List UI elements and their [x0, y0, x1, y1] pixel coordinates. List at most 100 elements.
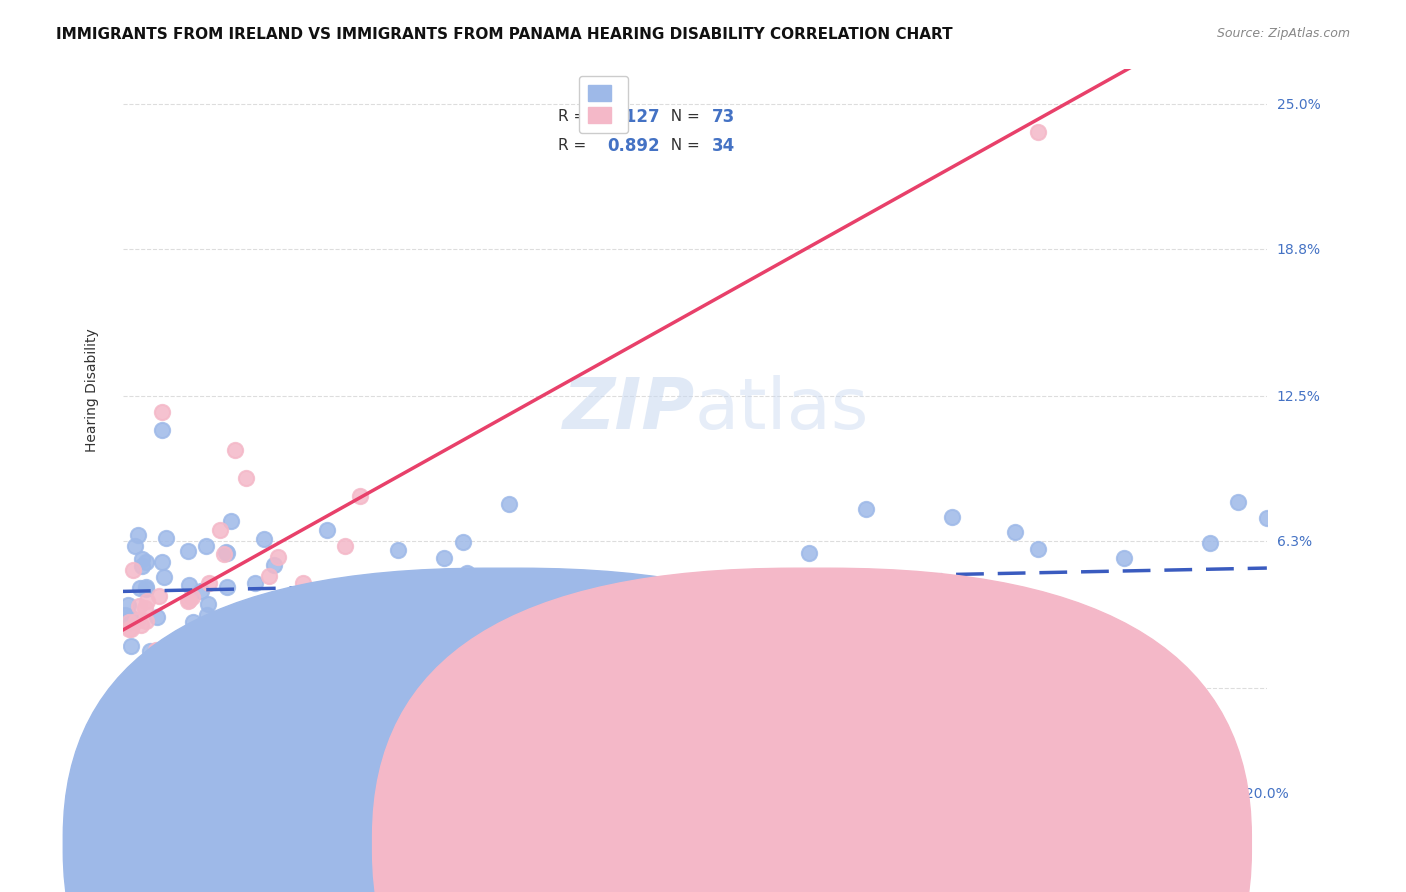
Point: [370, 588, 392, 602]
Point: [236, 608, 259, 623]
Point: [145, 642, 167, 657]
Text: 0.0%: 0.0%: [105, 787, 141, 800]
Point: [124, 539, 146, 553]
Point: [219, 514, 242, 528]
Point: [333, 539, 356, 553]
Text: 20.0%: 20.0%: [1244, 787, 1289, 800]
Point: [135, 580, 157, 594]
Point: [1026, 541, 1049, 556]
Point: [188, 624, 211, 638]
Point: [131, 552, 153, 566]
Text: R =: R =: [558, 109, 591, 124]
Point: [139, 643, 162, 657]
Point: [150, 556, 173, 570]
Point: [1227, 495, 1250, 509]
Point: [197, 640, 219, 655]
Text: R =: R =: [558, 138, 591, 153]
Point: [117, 622, 139, 636]
Point: [1198, 536, 1220, 550]
Point: [129, 618, 152, 632]
Point: [217, 580, 239, 594]
Point: [135, 582, 157, 597]
Point: [176, 544, 198, 558]
Point: [1026, 125, 1049, 139]
Point: [1078, 628, 1101, 642]
Point: [291, 576, 314, 591]
Point: [131, 559, 153, 574]
Point: [128, 599, 150, 614]
Point: [114, 608, 136, 623]
Point: [208, 524, 231, 538]
Point: [179, 578, 201, 592]
Point: [288, 589, 311, 603]
Point: [153, 643, 176, 657]
Point: [153, 649, 176, 664]
Point: [600, 648, 623, 662]
Point: [565, 598, 588, 612]
Point: [197, 597, 219, 611]
Text: 0.127: 0.127: [607, 108, 659, 126]
Point: [135, 594, 157, 608]
Point: [146, 610, 169, 624]
Point: [195, 607, 218, 622]
Point: [173, 648, 195, 662]
Point: [115, 615, 138, 629]
Point: [433, 551, 456, 566]
Point: [219, 618, 242, 632]
Point: [117, 615, 139, 630]
Point: [153, 570, 176, 584]
Legend: , : ,: [579, 76, 628, 133]
Point: [498, 497, 520, 511]
Point: [235, 471, 257, 485]
Point: [202, 716, 225, 731]
Point: [243, 576, 266, 591]
Point: [124, 614, 146, 628]
Point: [257, 568, 280, 582]
Point: [512, 589, 534, 603]
Point: [190, 584, 212, 599]
Text: N =: N =: [661, 138, 704, 153]
Point: [342, 614, 364, 628]
Point: [176, 594, 198, 608]
Point: [652, 613, 675, 627]
Text: ZIP: ZIP: [562, 375, 695, 444]
Text: N =: N =: [661, 109, 704, 124]
Y-axis label: Hearing Disability: Hearing Disability: [86, 328, 100, 452]
Point: [387, 543, 409, 558]
Point: [118, 609, 141, 624]
Point: [1112, 551, 1135, 566]
Point: [412, 624, 434, 639]
Point: [122, 563, 145, 577]
Point: [217, 669, 239, 683]
Point: [134, 674, 156, 689]
Point: [498, 580, 520, 594]
Point: [194, 540, 217, 554]
Point: [512, 590, 534, 604]
Point: [799, 546, 821, 560]
Point: [117, 598, 139, 612]
Point: [129, 581, 152, 595]
Point: [1004, 524, 1026, 539]
Point: [135, 555, 157, 569]
Point: [456, 566, 478, 580]
Point: [224, 442, 246, 457]
Point: [217, 546, 239, 560]
Point: [181, 615, 204, 629]
Point: [855, 502, 877, 516]
Point: [626, 582, 648, 596]
Point: [349, 489, 371, 503]
Point: [138, 671, 160, 685]
Point: [301, 607, 323, 621]
Point: [201, 627, 224, 641]
Point: [1256, 510, 1278, 524]
Point: [181, 590, 204, 604]
Point: [266, 549, 288, 564]
Point: [451, 534, 474, 549]
Point: [148, 589, 170, 603]
Point: [377, 580, 399, 594]
Text: atlas: atlas: [695, 375, 869, 444]
Text: IMMIGRANTS FROM IRELAND VS IMMIGRANTS FROM PANAMA HEARING DISABILITY CORRELATION: IMMIGRANTS FROM IRELAND VS IMMIGRANTS FR…: [56, 27, 953, 42]
Text: Immigrants from Panama: Immigrants from Panama: [832, 770, 1008, 783]
Point: [198, 575, 221, 590]
Point: [127, 527, 149, 541]
